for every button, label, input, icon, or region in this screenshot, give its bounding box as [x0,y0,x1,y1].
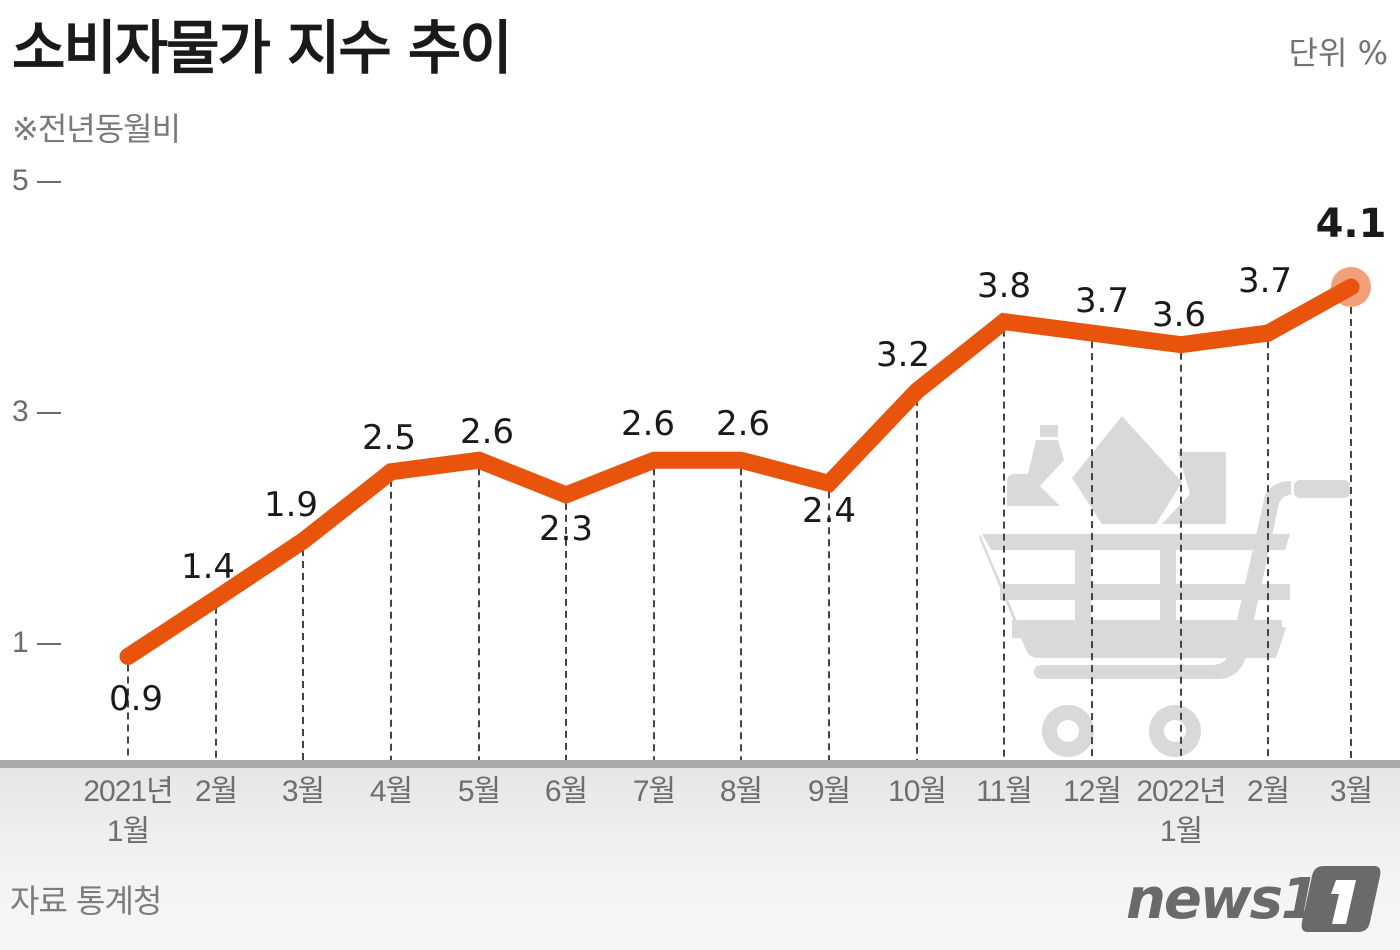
x-tick-line: 3월 [281,775,325,808]
x-tick-label: 11월 [976,772,1033,812]
y-tick-label: 5 [12,164,29,197]
x-tick-line: 1월 [1159,815,1203,848]
x-tick-label: 9월 [807,772,851,812]
x-tick-line: 11월 [976,775,1033,808]
x-tick-line: 7월 [632,775,676,808]
chart-subtitle: ※전년동월비 [12,110,181,148]
value-label: 3.7 [1237,261,1293,302]
x-tick-label: 2022년 1월 [1136,772,1226,852]
latest-value-label: 4.1 [1315,200,1387,247]
x-tick-line: 10월 [888,775,947,808]
y-tick-mark [36,412,61,415]
x-tick-line: 2022년 [1136,775,1226,808]
data-line [119,266,1371,665]
x-tick-line: 2021년 [83,775,173,808]
y-tick-5: 5 [12,164,61,198]
x-tick-label: 7월 [632,772,676,812]
x-tick-label: 4월 [369,772,413,812]
unit-label: 단위 % [1288,34,1388,72]
x-tick-label: 2월 [194,772,238,812]
value-label: 1.9 [263,485,319,526]
x-axis-line [0,760,1400,768]
x-tick-line: 2월 [1246,775,1290,808]
value-label: 2.3 [538,508,594,549]
guide-lines [127,294,1352,760]
x-tick-label: 6월 [544,772,588,812]
value-label: 0.9 [108,678,164,719]
y-tick-label: 1 [12,626,29,659]
x-tick-line: 2월 [194,775,238,808]
news1-logo: news1 [1126,866,1381,932]
x-tick-line: 3월 [1329,775,1373,808]
value-label: 2.6 [715,404,771,445]
x-tick-line: 6월 [544,775,588,808]
x-tick-label: 5월 [457,772,501,812]
x-tick-line: 1월 [106,815,150,848]
y-tick-3: 3 [12,395,61,429]
x-tick-label: 10월 [888,772,947,812]
y-tick-mark [36,643,61,646]
x-tick-line: 5월 [457,775,501,808]
value-label: 3.2 [875,334,931,375]
x-tick-label: 12월 [1063,772,1122,812]
value-label: 2.4 [801,491,857,532]
shopping-cart-icon [979,416,1350,757]
x-tick-label: 3월 [281,772,325,812]
y-tick-label: 3 [12,395,29,428]
y-tick-1: 1 [12,626,61,660]
x-tick-label: 2월 [1246,772,1290,812]
x-tick-line: 8월 [719,775,763,808]
x-tick-line: 4월 [369,775,413,808]
y-tick-mark [36,181,61,184]
value-label: 2.6 [459,412,515,453]
footer-band [0,768,1400,950]
source-label: 자료 통계청 [10,882,162,920]
value-label: 3.7 [1074,281,1130,322]
x-tick-line: 9월 [807,775,851,808]
x-tick-line: 12월 [1063,775,1122,808]
value-label: 2.6 [620,404,676,445]
x-tick-label: 8월 [719,772,763,812]
series-line [119,278,1360,665]
logo-text: news1 [1126,867,1318,932]
value-label: 3.8 [976,265,1032,306]
value-label: 1.4 [180,546,236,587]
value-label: 3.6 [1151,294,1207,335]
chart-title: 소비자물가 지수 추이 [12,14,513,82]
x-tick-label: 3월 [1329,772,1373,812]
value-label: 2.5 [361,417,417,458]
x-tick-label: 2021년 1월 [83,772,173,852]
